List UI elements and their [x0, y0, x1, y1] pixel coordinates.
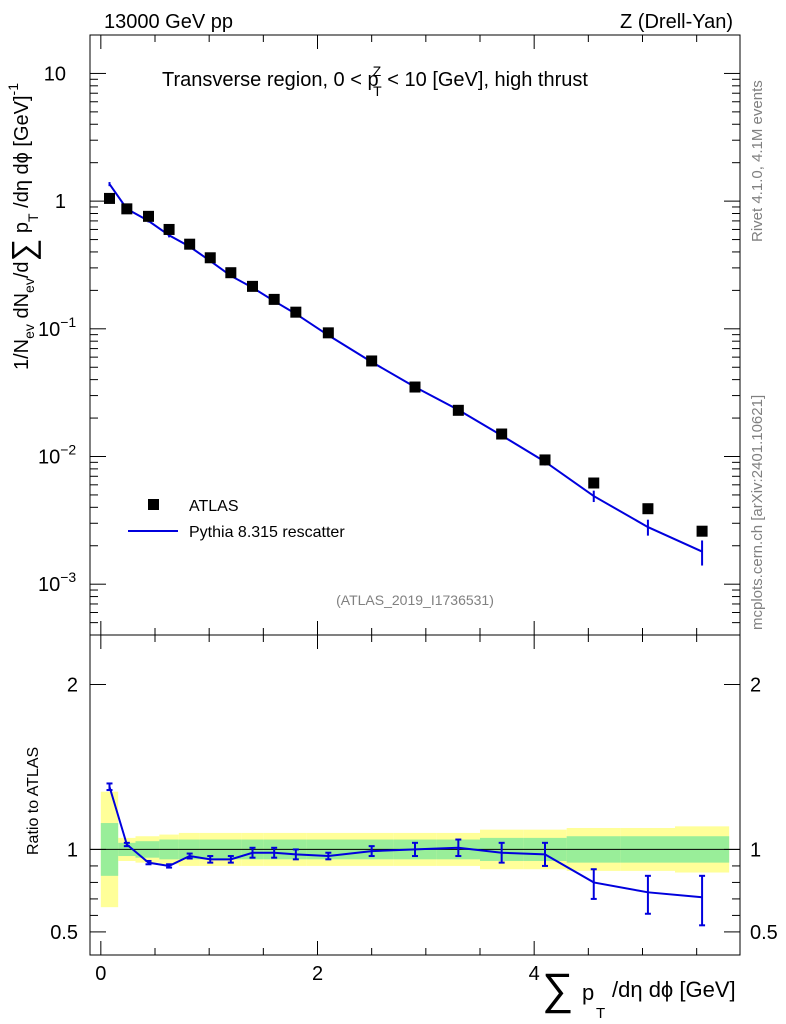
data-point: [290, 306, 302, 318]
process-label: Z (Drell-Yan): [620, 11, 733, 33]
main-y-tick-label: 10: [44, 63, 66, 85]
main-y-tick-exponent: −1: [60, 314, 76, 330]
ratio-y-tick-label: 0.5: [50, 922, 78, 944]
region-title: Transverse region, 0 < pZ T < 10 [GeV], h…: [162, 63, 588, 99]
mc-main-line: [108, 183, 703, 553]
data-point: [496, 428, 508, 440]
data-point: [539, 454, 551, 466]
x-axis-label-sub: T: [596, 1005, 605, 1022]
data-point: [104, 192, 115, 204]
data-point: [204, 252, 216, 264]
data-main-series: [104, 192, 708, 537]
x-tick-labels: 0 2 4: [95, 963, 539, 985]
data-point: [588, 477, 600, 489]
data-point: [452, 404, 464, 416]
data-point: [409, 381, 421, 393]
main-y-tick-label: 10−1: [38, 314, 76, 341]
ratio-panel-frame: [89, 634, 741, 956]
main-y-tick-exponent: −3: [60, 569, 76, 585]
analysis-id: (ATLAS_2019_I1736531): [336, 592, 494, 608]
main-y-tick-exponent: −2: [60, 442, 76, 458]
main-y-axis-label: 1/Nev dNev/d∑ pT /dη dϕ [GeV]-1: [5, 83, 41, 370]
x-tick-label: 2: [312, 963, 323, 985]
main-y-tick-label: 1: [55, 191, 66, 213]
x-axis-label-p: p: [582, 980, 594, 1005]
data-point: [247, 280, 258, 292]
axis-ticks: [90, 34, 740, 955]
data-point: [143, 210, 154, 222]
ratio-y-tick-label: 1: [67, 839, 78, 861]
x-axis-label-tail: /dη dϕ [GeV]: [612, 977, 736, 1002]
data-point: [225, 267, 237, 279]
x-tick-label: 0: [95, 963, 106, 985]
ratio-y-axis-label: Ratio to ATLAS: [25, 747, 42, 855]
x-axis-label-sum: ∑: [542, 965, 573, 1014]
ratio-y-tick-label-right: 0.5: [750, 922, 778, 944]
data-point: [268, 293, 280, 305]
data-point: [366, 355, 378, 367]
energy-label: 13000 GeV pp: [104, 11, 233, 33]
main-y-tick-label: 10−3: [38, 569, 76, 596]
legend-mc-label: Pythia 8.315 rescatter: [189, 524, 345, 541]
mcplots-label: mcplots.cern.ch [arXiv:2401.10621]: [749, 395, 766, 630]
legend-data-marker: [148, 499, 159, 510]
main-panel-frame: [89, 34, 741, 636]
legend-data-label: ATLAS: [189, 498, 239, 515]
main-y-tick-label: 10−2: [38, 442, 76, 469]
x-tick-label: 4: [529, 963, 540, 985]
ratio-y-tick-label-right: 1: [750, 839, 761, 861]
data-point: [121, 203, 133, 215]
data-point: [696, 525, 708, 537]
data-point: [642, 503, 654, 515]
data-point: [163, 223, 175, 235]
rivet-label: Rivet 4.1.0, 4.1M events: [749, 80, 766, 242]
data-point: [184, 238, 196, 250]
data-point: [322, 327, 334, 339]
ratio-y-tick-label: 2: [67, 674, 78, 696]
main-y-tick-labels: 10 1 10−1 10−2 10−3: [38, 63, 76, 596]
ratio-y-tick-labels: 2 2 1 1 0.5 0.5: [50, 674, 778, 943]
ratio-y-tick-label-right: 2: [750, 674, 761, 696]
mc-ratio-series: [106, 782, 706, 927]
